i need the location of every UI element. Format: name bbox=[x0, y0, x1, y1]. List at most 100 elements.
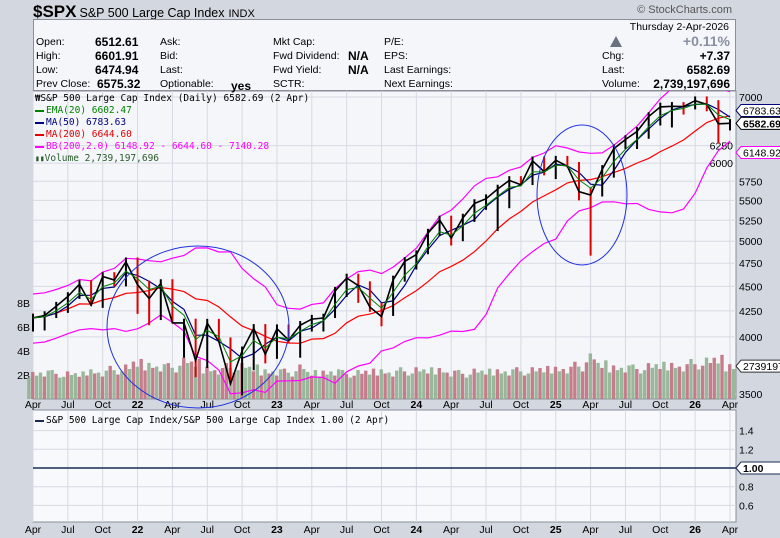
volume-bar bbox=[162, 364, 167, 399]
x-tick-label: Oct bbox=[513, 399, 529, 411]
x-tick-label: Apr bbox=[304, 524, 321, 536]
volume-bar bbox=[720, 354, 724, 399]
legend-ema: EMA(20) 6602.47 bbox=[35, 105, 309, 117]
fwd-dividend-value: N/A bbox=[348, 49, 369, 63]
x-tick-label: Jul bbox=[201, 524, 214, 536]
volume-bar bbox=[588, 353, 593, 399]
volume-bar bbox=[247, 366, 252, 399]
volume-bar bbox=[491, 375, 496, 399]
price-tag-price: 6582.69 bbox=[743, 118, 780, 130]
volume-bar bbox=[453, 370, 457, 399]
volume-bar bbox=[511, 369, 515, 399]
fwd-yield-label: Fwd Yield: bbox=[273, 64, 322, 76]
volume-bar bbox=[608, 372, 612, 399]
legend-ma200: MA(200) 6644.60 bbox=[35, 129, 309, 141]
last-label-2: Last: bbox=[160, 64, 183, 76]
volume-bar bbox=[712, 357, 716, 399]
y-tick-label: 6250 bbox=[710, 141, 734, 153]
volume-bar bbox=[166, 363, 170, 399]
volume-bar bbox=[93, 373, 97, 399]
volume-bar bbox=[499, 373, 503, 399]
x-tick-label: Oct bbox=[513, 524, 529, 536]
brand-watermark: © StockCharts.com bbox=[637, 4, 732, 16]
y-tick-label: 4000 bbox=[739, 332, 763, 344]
volume-bar bbox=[259, 375, 263, 399]
volume-bar bbox=[577, 366, 581, 399]
volume-bar bbox=[158, 371, 163, 399]
volume-bar bbox=[348, 377, 352, 399]
y-tick-label: 6000 bbox=[710, 158, 734, 170]
volume-bar bbox=[62, 376, 66, 399]
x-tick-label: 25 bbox=[550, 399, 562, 411]
volume-bar bbox=[38, 372, 43, 399]
lower-y-tick-label: 0.8 bbox=[739, 482, 754, 494]
bid-label: Bid: bbox=[160, 50, 179, 62]
volume-bar bbox=[69, 375, 74, 399]
volume-bar bbox=[611, 365, 616, 399]
volume-bar bbox=[371, 368, 376, 399]
x-tick-label: Jul bbox=[340, 399, 353, 411]
volume-bar bbox=[120, 371, 124, 399]
volume-bar bbox=[639, 373, 643, 399]
volume-bar bbox=[464, 377, 469, 399]
annotation-circle-2022 bbox=[106, 245, 290, 409]
volume-bar bbox=[406, 375, 411, 399]
volume-bar bbox=[503, 371, 507, 399]
x-tick-label: 23 bbox=[271, 399, 283, 411]
annotation-ellipse-2025 bbox=[536, 124, 628, 266]
volume-tick-label: 2B bbox=[17, 370, 30, 382]
volume-bar bbox=[89, 369, 93, 399]
legend-volume-text: Volume 2,739,197,696 bbox=[44, 153, 160, 164]
volume-bar bbox=[468, 374, 472, 399]
y-tick-label: 7000 bbox=[739, 92, 763, 104]
volume-bar bbox=[398, 367, 403, 399]
volume-bar bbox=[623, 372, 627, 399]
x-tick-label: Apr bbox=[722, 399, 739, 411]
volume-bar bbox=[178, 365, 182, 399]
next-earnings-label: Next Earnings: bbox=[384, 78, 453, 90]
chart-title: $SPX S&P 500 Large Cap Index INDX bbox=[33, 2, 255, 22]
volume-bar bbox=[480, 370, 484, 399]
price-tag-bb-box bbox=[735, 146, 780, 160]
last-label: Last: bbox=[602, 64, 625, 76]
last-value: 6582.69 bbox=[686, 63, 730, 77]
volume-bar bbox=[697, 369, 701, 399]
volume-bar bbox=[290, 376, 294, 399]
volume-bars-icon: ▮▮ bbox=[35, 154, 45, 163]
volume-bar bbox=[495, 369, 500, 399]
x-tick-label: 24 bbox=[411, 399, 423, 411]
volume-bar bbox=[383, 373, 387, 399]
volume-bar bbox=[131, 361, 136, 399]
volume-bar bbox=[542, 372, 546, 399]
volume-bar bbox=[592, 359, 596, 399]
volume-bar bbox=[445, 372, 449, 399]
volume-bar bbox=[646, 363, 651, 399]
volume-bar bbox=[54, 373, 58, 399]
volume-bar bbox=[600, 367, 604, 399]
legend-price-text: S&P 500 Large Cap Index (Daily) 6582.69 … bbox=[40, 93, 310, 104]
y-tick-label: 4750 bbox=[739, 258, 763, 270]
volume-bar bbox=[31, 371, 35, 399]
open-label: Open: bbox=[36, 36, 65, 48]
volume-bar bbox=[484, 374, 488, 399]
sctr-label: SCTR: bbox=[273, 78, 305, 90]
exchange: INDX bbox=[228, 8, 255, 20]
x-tick-label: Oct bbox=[373, 524, 389, 536]
x-tick-label: Jul bbox=[619, 399, 632, 411]
volume-bar bbox=[325, 374, 329, 399]
volume-bar bbox=[573, 361, 577, 399]
volume-bar bbox=[298, 364, 302, 399]
volume-bar bbox=[538, 368, 542, 399]
volume-bar bbox=[673, 367, 678, 399]
volume-bar bbox=[50, 370, 54, 399]
x-tick-label: Jul bbox=[201, 399, 214, 411]
volume-bar bbox=[305, 371, 310, 399]
mkt-cap-label: Mkt Cap: bbox=[273, 36, 316, 48]
volume-bar bbox=[224, 363, 229, 399]
x-tick-label: Apr bbox=[582, 399, 599, 411]
volume-bar bbox=[518, 371, 523, 399]
x-tick-label: Oct bbox=[95, 399, 111, 411]
volume-bar bbox=[724, 371, 728, 399]
percent-change: +0.11% bbox=[682, 33, 730, 49]
price-tag-ma50: 6783.63 bbox=[743, 105, 780, 117]
